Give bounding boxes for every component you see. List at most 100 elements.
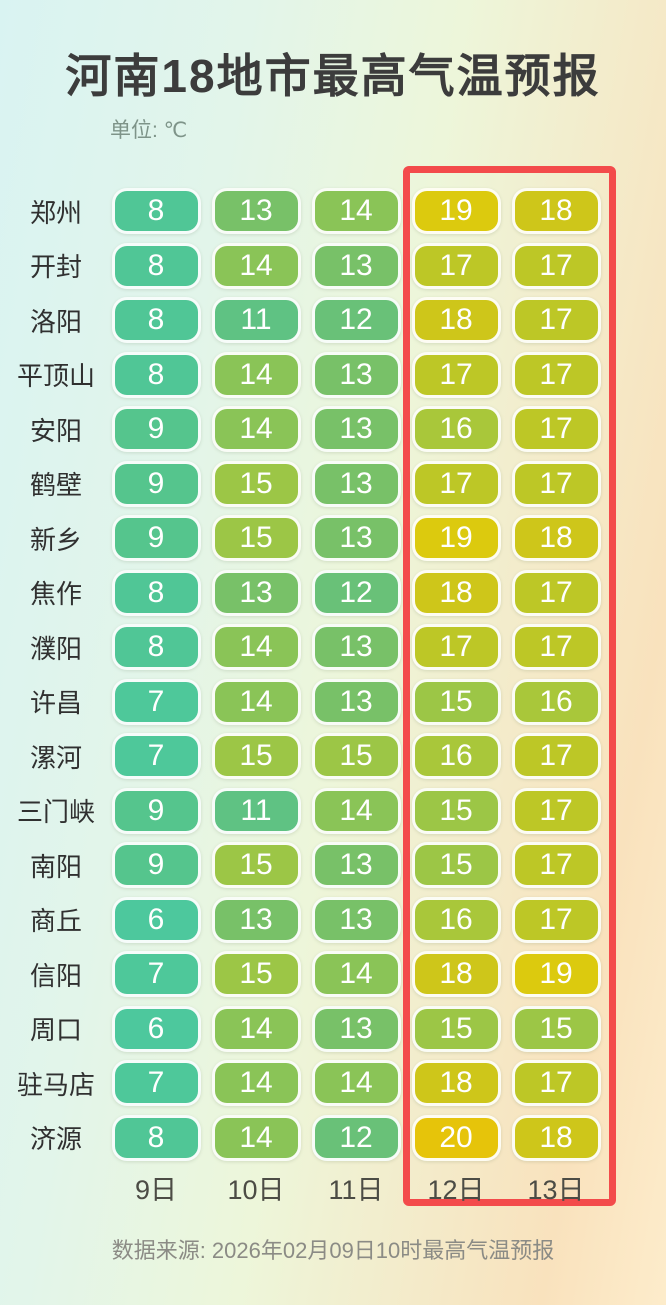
temp-pill: 14 — [211, 1060, 301, 1107]
temp-pill: 17 — [511, 242, 601, 289]
temp-pill: 13 — [211, 188, 301, 235]
city-label: 郑州 — [29, 197, 82, 228]
temp-pill: 15 — [411, 1005, 501, 1052]
temp-pill: 14 — [211, 624, 301, 671]
temp-pill: 18 — [411, 951, 501, 998]
temp-pill: 8 — [111, 624, 201, 671]
temp-pill: 13 — [211, 569, 301, 616]
temp-pill: 15 — [211, 515, 301, 562]
temp-pill: 14 — [211, 1114, 301, 1161]
temp-pill: 9 — [111, 515, 201, 562]
temp-pill: 8 — [111, 351, 201, 398]
temp-pill: 17 — [511, 733, 601, 780]
temp-pill: 12 — [311, 1114, 401, 1161]
city-label: 南阳 — [29, 851, 82, 882]
temp-pill: 8 — [111, 188, 201, 235]
temp-pill: 15 — [311, 733, 401, 780]
temp-pill: 18 — [511, 188, 601, 235]
data-source-label: 数据来源: 2026年02月09日10时最高气温预报 — [111, 1238, 555, 1263]
temp-pill: 15 — [211, 733, 301, 780]
temp-pill: 17 — [511, 351, 601, 398]
city-label: 信阳 — [29, 960, 82, 991]
temp-pill: 17 — [511, 787, 601, 834]
city-label: 洛阳 — [29, 306, 82, 337]
temp-pill: 9 — [111, 787, 201, 834]
temp-pill: 14 — [311, 787, 401, 834]
temp-pill: 9 — [111, 842, 201, 889]
city-label: 鹤壁 — [29, 470, 82, 501]
city-label: 开封 — [29, 252, 82, 283]
temp-pill: 16 — [511, 678, 601, 725]
temp-pill: 16 — [411, 406, 501, 453]
temp-pill: 15 — [411, 842, 501, 889]
temp-pill: 11 — [211, 787, 301, 834]
temp-pill: 6 — [111, 1005, 201, 1052]
unit-label: 单位: ℃ — [110, 119, 188, 142]
city-label: 濮阳 — [29, 633, 82, 664]
temp-pill: 15 — [511, 1005, 601, 1052]
column-headers-row: 9日 10日 11日 12日 13日 — [6, 1163, 606, 1211]
column-header: 13日 — [527, 1174, 585, 1205]
city-label: 许昌 — [29, 688, 82, 719]
temp-pill: 11 — [211, 297, 301, 344]
temp-pill: 17 — [511, 1060, 601, 1107]
temp-pill: 18 — [411, 1060, 501, 1107]
temp-pill: 18 — [511, 1114, 601, 1161]
city-label: 平顶山 — [16, 361, 95, 392]
temp-pill: 17 — [511, 624, 601, 671]
temp-pill: 15 — [411, 678, 501, 725]
temp-pill: 13 — [311, 1005, 401, 1052]
column-header: 11日 — [328, 1174, 384, 1205]
temp-pill: 17 — [511, 460, 601, 507]
temp-pill: 14 — [211, 406, 301, 453]
temp-pill: 12 — [311, 297, 401, 344]
temp-pill: 9 — [111, 460, 201, 507]
temp-pill: 18 — [411, 297, 501, 344]
temp-pill: 13 — [311, 896, 401, 943]
temp-pill: 20 — [411, 1114, 501, 1161]
city-label: 驻马店 — [16, 1069, 95, 1100]
city-label: 焦作 — [29, 579, 82, 610]
city-label: 新乡 — [29, 524, 82, 555]
temp-pill: 17 — [511, 896, 601, 943]
temp-pill: 14 — [311, 951, 401, 998]
temp-pill: 14 — [311, 188, 401, 235]
temp-pill: 17 — [411, 624, 501, 671]
temp-pill: 19 — [411, 515, 501, 562]
temp-pill: 17 — [511, 406, 601, 453]
temp-pill: 13 — [311, 406, 401, 453]
temp-pill: 19 — [511, 951, 601, 998]
temp-pill: 13 — [211, 896, 301, 943]
temp-pill: 15 — [211, 842, 301, 889]
temp-pill: 14 — [211, 351, 301, 398]
temp-pill: 13 — [311, 624, 401, 671]
temp-pill: 13 — [311, 351, 401, 398]
temp-pill: 17 — [511, 297, 601, 344]
temp-pill: 14 — [311, 1060, 401, 1107]
temp-pill: 8 — [111, 1114, 201, 1161]
temp-pill: 18 — [511, 515, 601, 562]
temp-pill: 16 — [411, 896, 501, 943]
city-label: 三门峡 — [16, 797, 95, 828]
temp-pill: 19 — [411, 188, 501, 235]
column-header: 9日 — [134, 1174, 178, 1205]
temp-pill: 14 — [211, 242, 301, 289]
temp-pill: 13 — [311, 678, 401, 725]
temp-pill: 15 — [211, 951, 301, 998]
temp-pill: 14 — [211, 678, 301, 725]
temp-pill: 15 — [211, 460, 301, 507]
temp-pill: 13 — [311, 515, 401, 562]
temp-pill: 7 — [111, 678, 201, 725]
temp-pill: 13 — [311, 460, 401, 507]
page-title: 河南18地市最高气温预报 — [65, 50, 601, 102]
temp-pill: 6 — [111, 896, 201, 943]
temp-pill: 8 — [111, 242, 201, 289]
temp-pill: 13 — [311, 842, 401, 889]
temp-pill: 8 — [111, 569, 201, 616]
column-header: 10日 — [227, 1174, 285, 1205]
temp-pill: 7 — [111, 951, 201, 998]
city-label: 安阳 — [29, 415, 82, 446]
forecast-table: 郑州 8 13 14 19 18 开封 8 14 13 17 17 洛阳 8 11 12 18 17 平顶山 8 14 1… — [6, 184, 606, 1165]
temp-pill: 17 — [411, 351, 501, 398]
